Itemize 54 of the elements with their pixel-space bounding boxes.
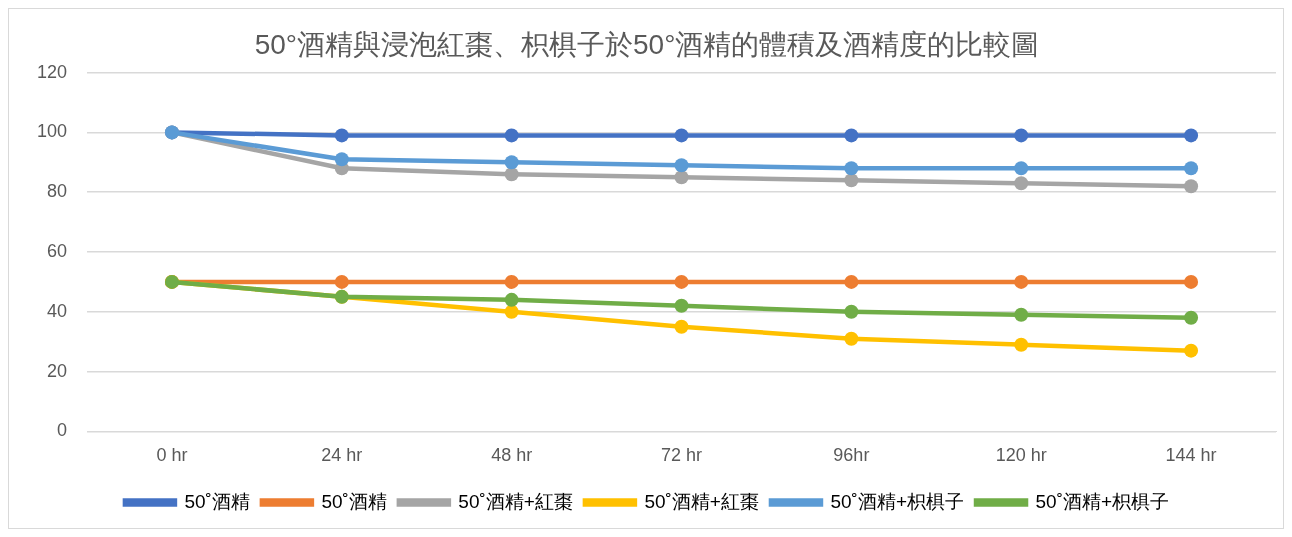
point xyxy=(1014,307,1029,322)
point xyxy=(334,152,349,167)
legend-label: 50˚酒精 xyxy=(184,490,250,512)
point xyxy=(844,331,859,346)
legend-label: 50˚酒精+紅棗 xyxy=(644,490,759,512)
point xyxy=(1014,176,1029,191)
legend-label: 50˚酒精 xyxy=(321,490,387,512)
legend-label: 50˚酒精+枳椇子 xyxy=(1035,490,1170,512)
point xyxy=(1184,179,1199,194)
point xyxy=(674,298,689,313)
x-tick-label: 0 hr xyxy=(156,445,188,466)
y-tick-label: 20 xyxy=(47,360,68,381)
y-tick-label: 120 xyxy=(36,61,68,82)
point xyxy=(504,167,519,182)
point xyxy=(844,304,859,319)
x-tick-label: 72 hr xyxy=(661,445,703,466)
point xyxy=(674,170,689,185)
legend-label: 50˚酒精+紅棗 xyxy=(458,490,573,512)
point xyxy=(1014,161,1029,176)
point xyxy=(674,158,689,173)
point xyxy=(334,274,349,289)
y-tick-label: 40 xyxy=(47,300,68,321)
point xyxy=(1014,128,1029,143)
point xyxy=(1184,343,1199,358)
x-tick-label: 48 hr xyxy=(491,445,533,466)
point xyxy=(504,304,519,319)
x-tick-label: 120 hr xyxy=(995,445,1047,466)
y-tick-label: 0 xyxy=(57,420,68,441)
x-tick-label: 96hr xyxy=(833,445,870,466)
point xyxy=(844,128,859,143)
point xyxy=(844,173,859,188)
point xyxy=(674,319,689,334)
point xyxy=(844,161,859,176)
x-tick-label: 144 hr xyxy=(1165,445,1217,466)
point xyxy=(334,128,349,143)
chart-title: 50°酒精與浸泡紅棗、枳椇子於50°酒精的體積及酒精度的比較圖 xyxy=(254,28,1040,60)
point xyxy=(674,128,689,143)
y-tick-label: 80 xyxy=(47,181,68,202)
point xyxy=(844,274,859,289)
point xyxy=(1184,128,1199,143)
point xyxy=(1014,274,1029,289)
point xyxy=(504,155,519,170)
point xyxy=(1014,337,1029,352)
point xyxy=(1184,310,1199,325)
point xyxy=(504,292,519,307)
point xyxy=(1184,161,1199,176)
point xyxy=(674,274,689,289)
point xyxy=(504,128,519,143)
x-tick-label: 24 hr xyxy=(321,445,363,466)
point xyxy=(504,274,519,289)
y-tick-label: 100 xyxy=(36,121,68,142)
y-tick-label: 60 xyxy=(47,240,68,261)
point xyxy=(1184,274,1199,289)
legend-label: 50˚酒精+枳椇子 xyxy=(830,490,965,512)
